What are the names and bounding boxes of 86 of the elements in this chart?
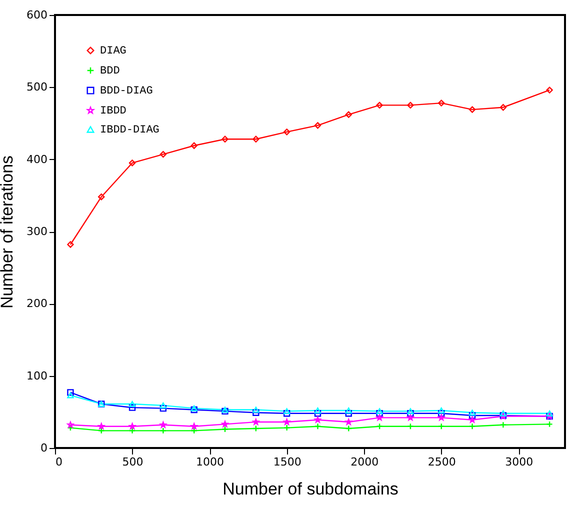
point (345, 410, 352, 417)
point (438, 414, 445, 421)
point (407, 410, 414, 417)
x-tick-label: 1500 (273, 456, 302, 468)
y-tick-label: 200 (26, 297, 48, 310)
point (314, 408, 322, 414)
point (438, 100, 445, 106)
x-tick-label: 1000 (196, 456, 224, 468)
point (128, 160, 136, 166)
point (160, 427, 167, 434)
point (376, 414, 383, 421)
point (284, 418, 290, 425)
point (190, 142, 198, 149)
y-tick-label: 400 (26, 152, 48, 166)
legend-label: IBDD (100, 106, 127, 118)
point (128, 401, 136, 407)
point (128, 427, 136, 434)
point (252, 409, 260, 416)
point (314, 122, 322, 129)
point (438, 408, 445, 414)
x-tick-label: 0 (56, 456, 62, 468)
point (314, 423, 322, 430)
point (468, 106, 476, 113)
y-axis-title: Number of iterations (0, 155, 17, 309)
point (67, 389, 74, 396)
point (160, 422, 166, 428)
point (376, 410, 383, 417)
point (438, 410, 445, 417)
point (128, 404, 136, 411)
y-tick-label: 0 (40, 442, 48, 454)
y-tick-label: 100 (26, 369, 48, 382)
point (345, 111, 352, 118)
point (468, 412, 476, 419)
point (407, 102, 414, 109)
point (98, 423, 105, 430)
point (190, 427, 198, 434)
point (345, 408, 352, 414)
point (438, 423, 445, 430)
point (222, 420, 228, 428)
point (190, 423, 198, 430)
point (252, 136, 260, 142)
y-tick-label: 600 (26, 8, 48, 22)
point (407, 414, 414, 421)
x-tick-label: 3000 (505, 456, 534, 468)
point (283, 128, 290, 136)
point (160, 404, 167, 412)
point (376, 408, 383, 414)
point (546, 86, 553, 94)
point (222, 426, 228, 433)
point (500, 422, 507, 428)
legend-label: BDD-DIAG (100, 86, 153, 98)
point (222, 136, 228, 142)
point (283, 410, 290, 417)
y-tick-label: 500 (26, 80, 48, 94)
point (283, 424, 290, 432)
point (314, 410, 322, 417)
point (67, 392, 74, 398)
point (252, 425, 260, 432)
point (546, 410, 553, 416)
point (252, 418, 260, 425)
x-tick-label: 2000 (350, 456, 379, 468)
point (500, 410, 507, 416)
legend-label: DIAG (100, 46, 126, 58)
point (376, 102, 383, 109)
point (345, 418, 352, 425)
point (345, 425, 352, 432)
point (468, 423, 476, 430)
x-tick-label: 500 (122, 456, 144, 468)
point (67, 241, 74, 248)
point (283, 408, 290, 414)
point (98, 194, 105, 200)
point (160, 402, 167, 408)
point (468, 410, 476, 416)
y-tick-label: 300 (26, 225, 48, 238)
point (252, 406, 260, 413)
x-axis-title: Number of subdomains (222, 480, 398, 498)
legend-label: IBDD-DIAG (100, 124, 160, 136)
point (500, 104, 507, 111)
legend-label: BDD (100, 66, 120, 78)
point (98, 427, 105, 434)
point (67, 422, 74, 428)
x-tick-label: 2500 (428, 456, 456, 468)
point (376, 423, 383, 430)
point (160, 150, 167, 158)
point (407, 408, 414, 414)
point (407, 423, 414, 430)
